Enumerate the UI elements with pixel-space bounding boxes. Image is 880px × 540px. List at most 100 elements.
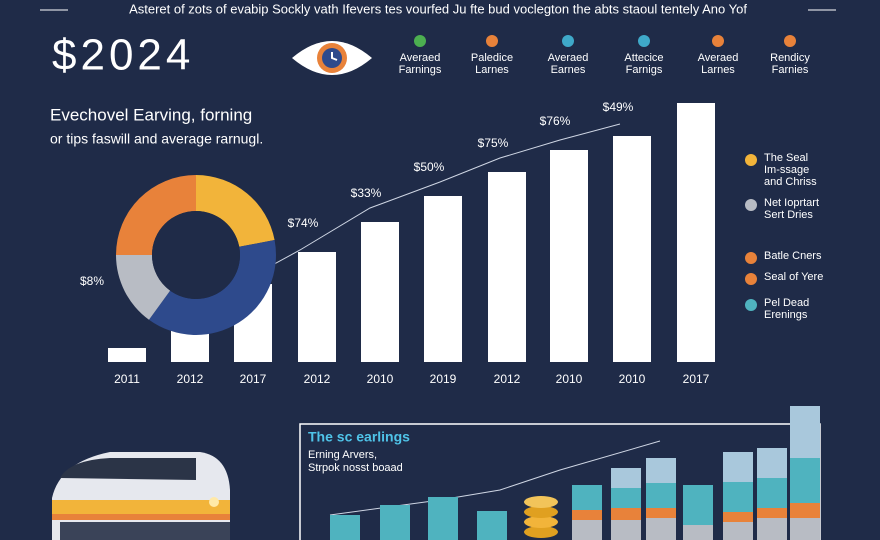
stacked-subtitle: Strpok nosst boaad <box>308 462 403 474</box>
stacked-segment <box>757 478 787 508</box>
bar <box>677 103 715 362</box>
icon <box>638 35 650 47</box>
trend-line <box>189 123 621 311</box>
icon-label: Farnies <box>772 64 809 76</box>
bar <box>298 252 336 362</box>
x-tick-label: 2017 <box>240 372 267 386</box>
stacked-segment <box>611 468 641 488</box>
legend-label: Seal of Yere <box>764 271 823 283</box>
stacked-subtitle: Erning Arvers, <box>308 449 377 461</box>
value-label: $74% <box>288 216 319 230</box>
stacked-segment <box>646 508 676 518</box>
icon-label: Attecice <box>624 52 663 64</box>
icon <box>712 35 724 47</box>
train <box>52 452 230 540</box>
icon <box>562 35 574 47</box>
bar <box>108 348 146 362</box>
stacked-segment <box>572 520 602 540</box>
icon-label: Averaed <box>400 52 441 64</box>
icon-label: Farnigs <box>626 64 663 76</box>
stacked-segment <box>723 512 753 522</box>
icon <box>414 35 426 47</box>
legend-dot <box>745 299 757 311</box>
icon-label: Larnes <box>701 64 735 76</box>
stacked-segment <box>477 511 507 540</box>
icon <box>784 35 796 47</box>
stacked-segment <box>646 483 676 508</box>
stacked-segment <box>330 515 360 540</box>
stacked-segment <box>790 518 820 540</box>
legend-label: The Seal <box>764 152 808 164</box>
stacked-segment <box>646 518 676 540</box>
legend-dot <box>745 252 757 264</box>
stacked-segment <box>380 505 410 540</box>
icon-label: Paledice <box>471 52 513 64</box>
pie-segment <box>196 175 275 247</box>
stacked-segment <box>790 503 820 518</box>
x-tick-label: 2017 <box>683 372 710 386</box>
stacked-segment <box>790 458 820 503</box>
legend-label: Erenings <box>764 309 808 321</box>
stacked-segment <box>611 508 641 520</box>
stacked-segment <box>757 448 787 478</box>
stacked-segment <box>572 510 602 520</box>
stacked-segment <box>611 520 641 540</box>
stacked-segment <box>790 406 820 458</box>
value-label: $75% <box>478 136 509 150</box>
legend-label: Batle Cners <box>764 250 822 262</box>
value-label: $49% <box>603 100 634 114</box>
icon-label: Averaed <box>698 52 739 64</box>
icon-label: Earnes <box>551 64 586 76</box>
value-label: $8% <box>80 274 104 288</box>
coin-stack <box>524 496 558 538</box>
legend-label: Net Ioprtart <box>764 197 819 209</box>
stacked-segment <box>723 452 753 482</box>
legend-label: Pel Dead <box>764 297 809 309</box>
legend-dot <box>745 154 757 166</box>
stacked-segment <box>683 485 713 525</box>
bar <box>424 196 462 362</box>
value-label: $76% <box>540 114 571 128</box>
legend-label: Sert Dries <box>764 209 813 221</box>
pie-segment <box>116 255 171 320</box>
icon-label: Averaed <box>548 52 589 64</box>
stacked-segment <box>428 497 458 540</box>
bar <box>361 222 399 362</box>
icon-label: Larnes <box>475 64 509 76</box>
bar <box>613 136 651 362</box>
legend-dot <box>745 273 757 285</box>
x-tick-label: 2012 <box>494 372 521 386</box>
legend-label: Im-ssage <box>764 164 809 176</box>
icon-label: Rendicy <box>770 52 810 64</box>
bar-chart-subtitle: or tips faswill and average rarnugl. <box>50 131 263 147</box>
main-title: $2024 <box>52 31 194 80</box>
bar <box>488 172 526 362</box>
x-tick-label: 2011 <box>114 372 140 386</box>
icon <box>486 35 498 47</box>
stacked-segment <box>611 488 641 508</box>
bar-chart-title: Evechovel Earving, forning <box>50 105 252 124</box>
x-tick-label: 2012 <box>304 372 331 386</box>
pie-segment <box>116 175 196 255</box>
x-tick-label: 2012 <box>177 372 204 386</box>
x-tick-label: 2010 <box>619 372 646 386</box>
pie-segment <box>148 240 276 335</box>
bar <box>550 150 588 362</box>
stacked-segment <box>723 482 753 512</box>
stacked-segment <box>723 522 753 540</box>
stacked-title: The sc earlings <box>308 429 410 445</box>
icon-label: Farnings <box>399 64 442 76</box>
x-tick-label: 2010 <box>556 372 583 386</box>
x-tick-label: 2010 <box>367 372 394 386</box>
stacked-segment <box>757 508 787 518</box>
stacked-segment <box>757 518 787 540</box>
donut-hole <box>152 211 240 299</box>
eye-icon <box>292 41 372 75</box>
value-label: $50% <box>414 160 445 174</box>
banner: Asteret of zots of evabip Sockly vath If… <box>129 1 747 16</box>
stacked-segment <box>683 525 713 540</box>
legend-dot <box>745 199 757 211</box>
value-label: $33% <box>351 186 382 200</box>
stacked-segment <box>646 458 676 483</box>
